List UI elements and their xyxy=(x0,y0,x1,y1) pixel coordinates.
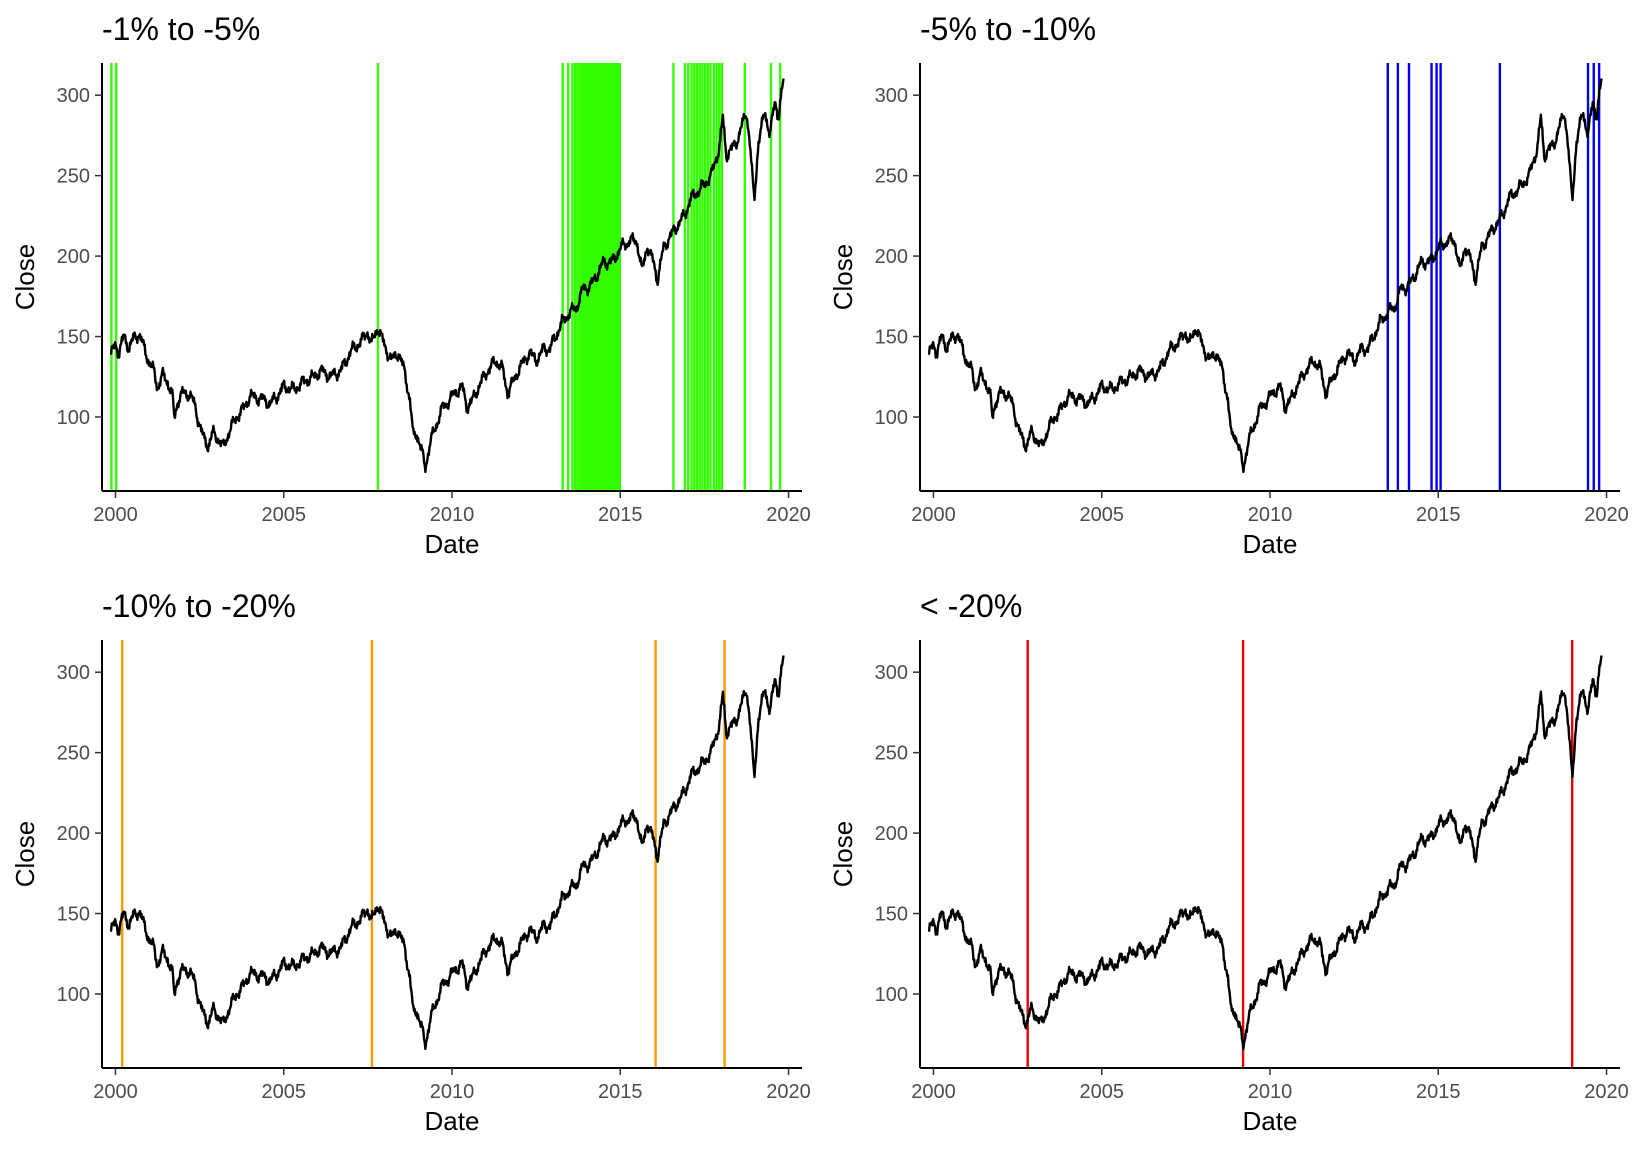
x-tick-label: 2000 xyxy=(911,1081,956,1103)
y-tick-label: 300 xyxy=(875,662,908,684)
x-tick-label: 2010 xyxy=(1248,1081,1293,1103)
y-axis-label: Close xyxy=(10,244,40,310)
x-axis-label: Date xyxy=(425,529,480,559)
panel-1pct-to-5pct: -1% to -5% 2000 2005 2010 2015 2020 100 150 200 2… xyxy=(10,11,811,559)
price-line xyxy=(109,655,785,1051)
x-axis-label: Date xyxy=(1243,1106,1298,1136)
y-tick-label: 200 xyxy=(875,246,908,268)
y-axis-label: Close xyxy=(828,244,858,310)
y-tick-label: 200 xyxy=(57,823,90,845)
x-tick-label: 2020 xyxy=(1584,504,1629,526)
price-line xyxy=(927,78,1603,474)
y-axis-label: Close xyxy=(10,821,40,887)
x-tick-label: 2020 xyxy=(1584,1081,1629,1103)
y-tick-label: 250 xyxy=(875,743,908,765)
x-axis-label: Date xyxy=(1243,529,1298,559)
x-tick-label: 2005 xyxy=(1079,504,1124,526)
x-tick-label: 2000 xyxy=(93,1081,138,1103)
x-tick-label: 2010 xyxy=(430,504,475,526)
y-tick-label: 200 xyxy=(875,823,908,845)
y-tick-label: 300 xyxy=(57,85,90,107)
chart-title: -5% to -10% xyxy=(920,11,1096,47)
x-tick-label: 2015 xyxy=(1416,1081,1461,1103)
y-tick-label: 100 xyxy=(57,407,90,429)
y-tick-label: 100 xyxy=(875,984,908,1006)
y-tick-label: 250 xyxy=(875,166,908,188)
y-tick-label: 100 xyxy=(57,984,90,1006)
chart-title: -10% to -20% xyxy=(102,588,296,624)
x-tick-label: 2000 xyxy=(93,504,138,526)
x-tick-label: 2020 xyxy=(766,1081,811,1103)
y-tick-label: 300 xyxy=(875,85,908,107)
x-axis-label: Date xyxy=(425,1106,480,1136)
chart-title: < -20% xyxy=(920,588,1022,624)
panel-5pct-to-10pct: -5% to -10% 2000 2005 2010 2015 2020 100 150 200… xyxy=(828,11,1629,559)
panel-below-20pct: < -20% 2000 2005 2010 2015 2020 100 150 200 250 30… xyxy=(828,588,1629,1136)
price-line xyxy=(109,78,785,474)
x-tick-label: 2005 xyxy=(261,504,306,526)
y-axis-label: Close xyxy=(828,821,858,887)
y-tick-label: 250 xyxy=(57,743,90,765)
event-lines xyxy=(120,640,726,1068)
x-tick-label: 2015 xyxy=(1416,504,1461,526)
event-lines xyxy=(1386,63,1601,491)
x-tick-label: 2005 xyxy=(1079,1081,1124,1103)
x-tick-label: 2000 xyxy=(911,504,956,526)
price-line xyxy=(927,655,1603,1051)
event-lines xyxy=(110,63,782,491)
y-tick-label: 150 xyxy=(875,904,908,926)
x-tick-label: 2020 xyxy=(766,504,811,526)
event-lines xyxy=(1026,640,1574,1068)
x-tick-label: 2010 xyxy=(430,1081,475,1103)
y-tick-label: 200 xyxy=(57,246,90,268)
y-tick-label: 150 xyxy=(57,904,90,926)
chart-title: -1% to -5% xyxy=(102,11,260,47)
x-tick-label: 2015 xyxy=(598,504,643,526)
y-tick-label: 150 xyxy=(875,327,908,349)
x-tick-label: 2015 xyxy=(598,1081,643,1103)
panel-10pct-to-20pct: -10% to -20% 2000 2005 2010 2015 2020 100 150 20… xyxy=(10,588,811,1136)
y-tick-label: 150 xyxy=(57,327,90,349)
y-tick-label: 250 xyxy=(57,166,90,188)
x-tick-label: 2005 xyxy=(261,1081,306,1103)
y-tick-label: 100 xyxy=(875,407,908,429)
y-tick-label: 300 xyxy=(57,662,90,684)
x-tick-label: 2010 xyxy=(1248,504,1293,526)
